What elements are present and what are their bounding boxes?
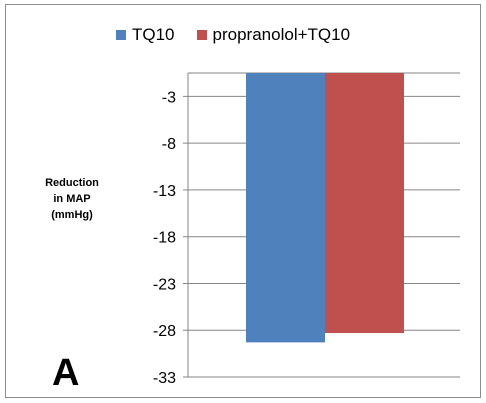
y-tick-label: -13 [153,183,176,200]
panel-label: A [52,352,80,394]
bar-tq10 [246,73,325,343]
chart-frame: -3 -8 -13 -18 -23 -28 -33 TQ10 propranolol+TQ1… [5,4,481,398]
y-tick-label: -18 [153,230,176,247]
bar-propranolol-tq10 [325,73,404,334]
legend-label-propranolol-tq10: propranolol+TQ10 [212,25,351,44]
y-axis-label-line-2: in MAP [53,193,91,205]
y-tick-label: -8 [162,136,176,153]
legend-item-tq10: TQ10 [116,25,175,45]
legend-swatch-tq10 [116,30,126,40]
y-axis-label: Reduction in MAP (mmHg) [28,175,116,223]
y-axis-label-line-1: Reduction [45,177,99,189]
y-tick-label: -3 [162,89,176,106]
legend-item-propranolol-tq10: propranolol+TQ10 [196,25,351,45]
y-axis-label-line-3: (mmHg) [51,209,93,221]
y-tick-label: -23 [153,276,176,293]
y-tick-label: -33 [153,370,176,387]
bar-chart: -3 -8 -13 -18 -23 -28 -33 [153,72,460,387]
chart-legend: TQ10 propranolol+TQ10 [116,25,372,45]
legend-swatch-propranolol-tq10 [196,30,207,40]
y-tick-label: -28 [153,323,176,340]
legend-label-tq10: TQ10 [132,25,175,44]
